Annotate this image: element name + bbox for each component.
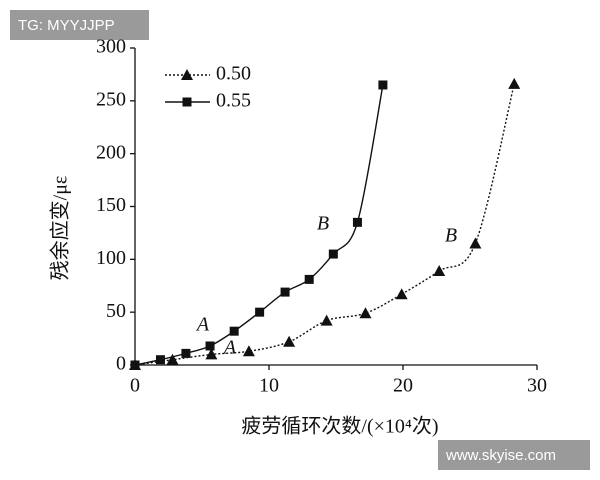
watermark: TG: MYYJJPP <box>18 17 115 34</box>
data-point <box>304 274 314 284</box>
annotation: B <box>317 213 329 235</box>
data-point <box>205 341 215 351</box>
data-point <box>155 355 165 365</box>
data-point <box>229 326 239 336</box>
data-point <box>283 335 296 347</box>
legend-marker <box>182 97 192 107</box>
series-line <box>134 83 515 366</box>
x-axis-label: 疲劳循环次数/(×10⁴次) <box>241 415 438 438</box>
x-tick-label: 20 <box>393 375 413 397</box>
data-point <box>181 348 191 358</box>
watermark-box <box>438 440 590 470</box>
watermark: www.skyise.com <box>445 447 556 464</box>
data-point <box>255 307 265 317</box>
y-tick-label: 150 <box>96 194 126 216</box>
data-point <box>320 314 333 326</box>
data-point <box>166 353 179 365</box>
x-tick-label: 30 <box>527 375 547 397</box>
x-tick-label: 0 <box>130 375 140 397</box>
data-point <box>433 264 446 276</box>
series-line <box>134 84 384 366</box>
data-point <box>359 307 372 319</box>
annotation: B <box>445 225 457 247</box>
annotation: A <box>195 314 210 336</box>
annotation: A <box>222 337 237 359</box>
data-point <box>205 348 218 360</box>
data-point <box>280 287 290 297</box>
y-tick-label: 300 <box>96 36 126 58</box>
data-point <box>130 360 140 370</box>
data-point <box>469 237 482 249</box>
y-tick-label: 200 <box>96 141 126 163</box>
data-point <box>395 288 408 300</box>
data-point <box>328 249 338 259</box>
legend-marker <box>181 69 193 80</box>
legend-label: 0.50 <box>216 63 251 85</box>
data-point <box>378 80 388 90</box>
watermark-box <box>10 10 149 40</box>
data-point <box>242 345 255 357</box>
legend-label: 0.55 <box>216 90 251 112</box>
x-tick-label: 10 <box>259 375 279 397</box>
y-tick-label: 50 <box>106 300 126 322</box>
y-tick-label: 100 <box>96 247 126 269</box>
y-axis-label: 残余应变/με <box>49 176 72 281</box>
data-point <box>352 217 362 227</box>
y-tick-label: 250 <box>96 88 126 110</box>
data-point <box>508 77 521 89</box>
y-tick-label: 0 <box>116 353 126 375</box>
